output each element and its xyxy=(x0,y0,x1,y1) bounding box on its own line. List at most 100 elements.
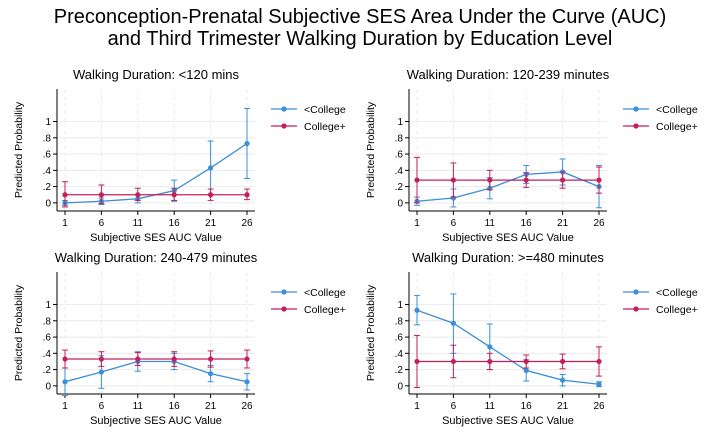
y-tick-label: .8 xyxy=(395,316,404,327)
y-tick-label: .4 xyxy=(43,349,52,360)
data-point xyxy=(208,192,214,198)
y-tick-label: .8 xyxy=(43,133,52,144)
y-tick-label: 1 xyxy=(397,117,403,128)
panel-title: Walking Duration: <120 mins xyxy=(73,67,240,82)
y-tick-label: .2 xyxy=(43,182,52,193)
figure-title-line-1: Preconception-Prenatal Subjective SES Ar… xyxy=(53,6,667,28)
y-tick-label: .6 xyxy=(43,150,52,161)
data-point xyxy=(98,369,104,375)
x-tick-label: 26 xyxy=(241,401,253,412)
legend-swatch-marker xyxy=(633,306,639,312)
x-tick-label: 16 xyxy=(169,218,181,229)
data-point xyxy=(560,358,566,365)
legend-label: College+ xyxy=(656,304,698,316)
data-point xyxy=(208,165,214,171)
legend-swatch-marker xyxy=(633,106,639,112)
y-tick-label: .2 xyxy=(43,365,52,376)
chart-panel-2: Walking Duration: 120-239 minutes 0 .2 .4 .6… xyxy=(365,67,698,244)
legend-swatch-marker xyxy=(633,123,639,129)
legend-label: <College xyxy=(304,287,346,299)
data-point xyxy=(523,358,529,365)
data-point xyxy=(414,358,420,365)
y-tick-label: 0 xyxy=(397,198,403,209)
panel-title: Walking Duration: 120-239 minutes xyxy=(407,67,610,82)
y-tick-label: 1 xyxy=(397,300,403,311)
series-2 xyxy=(414,156,602,204)
data-point xyxy=(523,367,529,374)
y-tick-label: 1 xyxy=(45,300,51,311)
series-2 xyxy=(62,181,250,208)
data-point xyxy=(98,356,104,362)
x-tick-label: 1 xyxy=(62,218,68,229)
x-tick-label: 16 xyxy=(169,401,181,412)
series-line xyxy=(64,142,248,204)
series-1 xyxy=(414,293,602,388)
legend-label: College+ xyxy=(656,121,698,133)
data-point xyxy=(487,358,493,365)
data-point xyxy=(596,358,602,365)
panel-title: Walking Duration: 240-479 minutes xyxy=(55,250,258,265)
data-point xyxy=(414,307,420,313)
x-tick-label: 21 xyxy=(557,218,569,229)
data-point xyxy=(98,192,104,198)
y-axis-label: Predicted Probability xyxy=(13,284,25,381)
legend-label: <College xyxy=(304,104,346,116)
chart-panel-4: Walking Duration: >=480 minutes 0 .2 .4 .6 .8… xyxy=(365,250,698,427)
x-axis-label: Subjective SES AUC Value xyxy=(90,415,222,427)
series-1 xyxy=(62,108,250,206)
x-tick-label: 26 xyxy=(593,218,605,229)
y-tick-label: .8 xyxy=(43,316,52,327)
x-tick-label: 6 xyxy=(99,218,105,229)
legend-label: <College xyxy=(656,287,698,299)
x-tick-label: 11 xyxy=(133,218,144,229)
data-point xyxy=(171,192,177,198)
panel-title: Walking Duration: >=480 minutes xyxy=(412,250,604,265)
chart-panel-3: Walking Duration: 240-479 minutes 0 .2 .4 .6… xyxy=(13,250,346,427)
figure-title: Preconception-Prenatal Subjective SES Ar… xyxy=(0,6,720,50)
series-line xyxy=(416,309,600,385)
x-axis-label: Subjective SES AUC Value xyxy=(442,415,574,427)
data-point xyxy=(208,356,214,362)
x-tick-label: 11 xyxy=(485,218,496,229)
data-point xyxy=(523,177,529,183)
data-point xyxy=(244,140,250,147)
x-tick-label: 11 xyxy=(133,401,144,412)
data-point xyxy=(62,356,68,362)
data-point xyxy=(450,320,456,326)
x-tick-label: 21 xyxy=(557,401,569,412)
data-point xyxy=(450,177,456,183)
data-point xyxy=(560,377,566,383)
data-point xyxy=(487,344,493,350)
legend-label: College+ xyxy=(304,121,346,133)
series-2 xyxy=(62,349,250,369)
series-line xyxy=(64,360,248,383)
y-axis-label: Predicted Probability xyxy=(365,101,377,198)
x-tick-label: 1 xyxy=(62,401,68,412)
data-point xyxy=(414,177,420,183)
legend-swatch-marker xyxy=(281,289,287,295)
y-tick-label: 1 xyxy=(45,117,51,128)
x-tick-label: 16 xyxy=(521,218,533,229)
x-axis-label: Subjective SES AUC Value xyxy=(442,232,574,244)
x-tick-label: 1 xyxy=(414,401,420,412)
x-tick-label: 21 xyxy=(205,218,217,229)
y-tick-label: .6 xyxy=(395,333,404,344)
y-tick-label: .4 xyxy=(395,166,404,177)
legend-swatch-marker xyxy=(281,123,287,129)
y-tick-label: .2 xyxy=(395,365,404,376)
x-tick-label: 21 xyxy=(205,401,217,412)
series-2 xyxy=(414,334,602,388)
data-point xyxy=(208,371,214,377)
y-axis-label: Predicted Probability xyxy=(365,284,377,381)
y-tick-label: .4 xyxy=(395,349,404,360)
x-tick-label: 16 xyxy=(521,401,533,412)
data-point xyxy=(487,177,493,183)
x-tick-label: 26 xyxy=(241,218,253,229)
legend-swatch-marker xyxy=(633,289,639,295)
x-tick-label: 6 xyxy=(451,401,457,412)
y-tick-label: .6 xyxy=(395,150,404,161)
data-point xyxy=(135,356,141,362)
x-tick-label: 6 xyxy=(451,218,457,229)
data-point xyxy=(244,356,250,362)
